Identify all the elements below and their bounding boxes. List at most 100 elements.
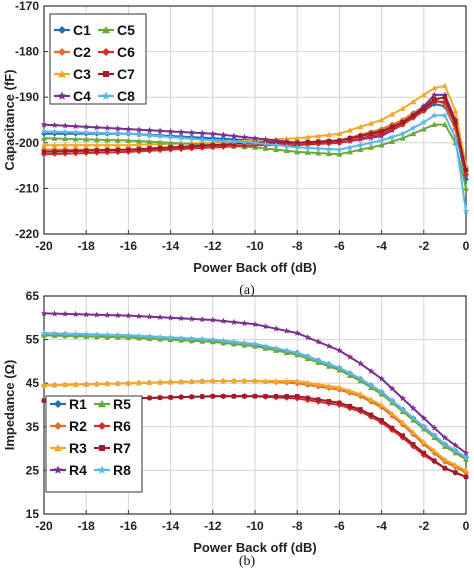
data-point	[220, 339, 227, 346]
data-point	[41, 398, 47, 403]
data-point	[72, 136, 79, 142]
data-point	[72, 310, 79, 317]
chart-b: -20 -18 -16 -14 -12 -10 -8 -6 -4 -2 0152535455565P…	[2, 289, 470, 569]
data-point	[147, 146, 152, 151]
data-point	[336, 384, 343, 390]
legend-label: C2	[73, 44, 91, 60]
data-point	[241, 378, 248, 384]
data-point	[389, 111, 396, 117]
data-point	[336, 151, 343, 157]
data-point	[346, 127, 353, 133]
data-point	[125, 334, 132, 340]
data-point	[325, 382, 332, 389]
data-point	[135, 379, 142, 386]
data-point	[410, 404, 417, 412]
data-point	[452, 449, 459, 456]
x-tick-label: -20	[35, 519, 53, 533]
data-point	[410, 124, 417, 131]
data-point	[51, 121, 58, 128]
data-point	[357, 375, 364, 382]
series-R5	[41, 332, 469, 462]
data-point	[431, 112, 438, 119]
data-point	[347, 135, 353, 141]
data-point	[367, 139, 375, 146]
data-point	[230, 138, 238, 145]
data-point	[421, 450, 427, 456]
data-point	[399, 130, 406, 137]
data-point	[420, 91, 427, 98]
data-point	[453, 470, 458, 475]
y-tick-label: 25	[26, 463, 40, 477]
data-point	[283, 378, 290, 384]
data-point	[231, 394, 237, 399]
data-point	[104, 380, 111, 387]
data-point	[104, 129, 111, 136]
data-point	[177, 134, 185, 141]
data-point	[262, 140, 269, 147]
data-point	[431, 424, 438, 431]
data-point	[315, 132, 322, 139]
data-point	[188, 335, 195, 342]
data-point	[114, 142, 121, 148]
data-point	[441, 91, 449, 98]
legend-marker	[101, 91, 111, 100]
data-point	[167, 314, 174, 321]
legend-label: C7	[117, 66, 135, 82]
data-point	[104, 311, 111, 318]
data-point	[188, 378, 195, 384]
y-tick-label: -180	[15, 45, 39, 59]
data-point	[368, 384, 375, 390]
data-point	[326, 398, 332, 404]
data-point	[411, 113, 416, 118]
data-point	[40, 121, 48, 128]
data-point	[125, 380, 132, 386]
data-point	[251, 320, 259, 328]
data-point	[336, 347, 343, 354]
data-point	[220, 137, 227, 144]
data-point	[399, 395, 406, 402]
data-point	[304, 355, 311, 362]
x-tick-label: -2	[418, 239, 429, 253]
x-tick-label: -18	[78, 519, 96, 533]
data-point	[230, 340, 237, 347]
y-axis-label: Impedance (Ω)	[2, 360, 17, 451]
legend-marker	[103, 71, 109, 77]
data-point	[453, 120, 458, 125]
data-point	[114, 380, 121, 386]
legend-label: C1	[73, 22, 91, 38]
data-point	[146, 138, 153, 145]
legend-label: R6	[113, 418, 131, 434]
data-point	[189, 394, 194, 400]
data-point	[178, 378, 185, 385]
data-point	[325, 150, 332, 157]
data-point	[178, 394, 184, 400]
x-axis-label: Power Back off (dB)	[193, 540, 317, 555]
data-point	[272, 141, 280, 148]
data-point	[272, 137, 280, 144]
data-point	[357, 360, 364, 367]
legend-marker	[97, 465, 107, 474]
series-R8	[40, 329, 470, 461]
data-point	[420, 425, 427, 432]
data-point	[72, 333, 79, 339]
data-point	[462, 449, 470, 456]
data-point	[304, 334, 311, 341]
data-point	[421, 106, 427, 111]
x-tick-label: -20	[35, 239, 53, 253]
data-point	[62, 332, 69, 339]
x-tick-label: -16	[120, 239, 138, 253]
data-point	[114, 125, 122, 132]
data-point	[41, 332, 47, 338]
data-point	[126, 147, 131, 152]
data-point	[167, 133, 174, 140]
legend-label: R2	[69, 418, 87, 434]
legend-box	[45, 395, 143, 493]
data-point	[199, 378, 206, 384]
data-point	[337, 138, 342, 143]
data-point	[441, 440, 449, 447]
data-point	[83, 333, 90, 339]
data-point	[105, 147, 110, 153]
data-point	[463, 185, 469, 191]
data-point	[315, 338, 322, 345]
